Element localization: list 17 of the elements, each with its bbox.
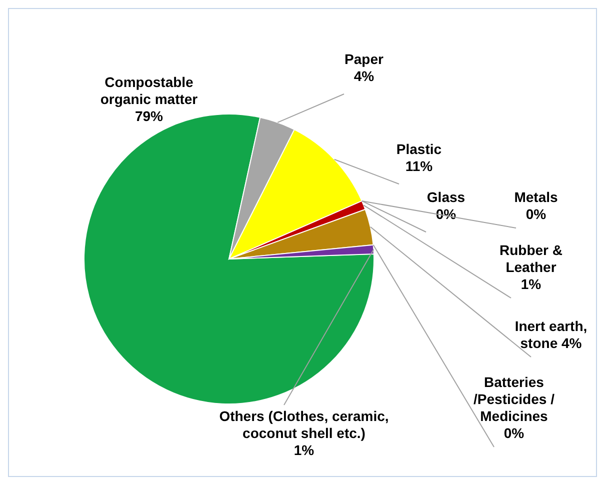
slice-label: Others (Clothes, ceramic, coconut shell etc.)	[219, 408, 389, 441]
data-label: 1%	[520, 276, 542, 292]
category-label: Metals	[514, 189, 558, 205]
text: 0%	[526, 206, 546, 222]
slice-label: Plastic	[396, 141, 442, 157]
text: 0%	[436, 206, 456, 222]
slice-label: Inert earth, stone 4%	[514, 318, 588, 351]
category-label: Glass	[426, 189, 466, 205]
slice-label: Rubber & Leather	[500, 242, 562, 275]
slice-label: Compostable organic matter	[100, 74, 198, 107]
slice-label: Paper	[344, 51, 384, 67]
data-label: 79%	[134, 108, 164, 124]
data-label: 4%	[354, 68, 375, 84]
category-label: Batteries /Pesticides / Medicines	[474, 374, 554, 424]
data-label: 11%	[405, 158, 434, 174]
text: 0%	[504, 425, 524, 441]
data-label: 1%	[294, 442, 315, 458]
